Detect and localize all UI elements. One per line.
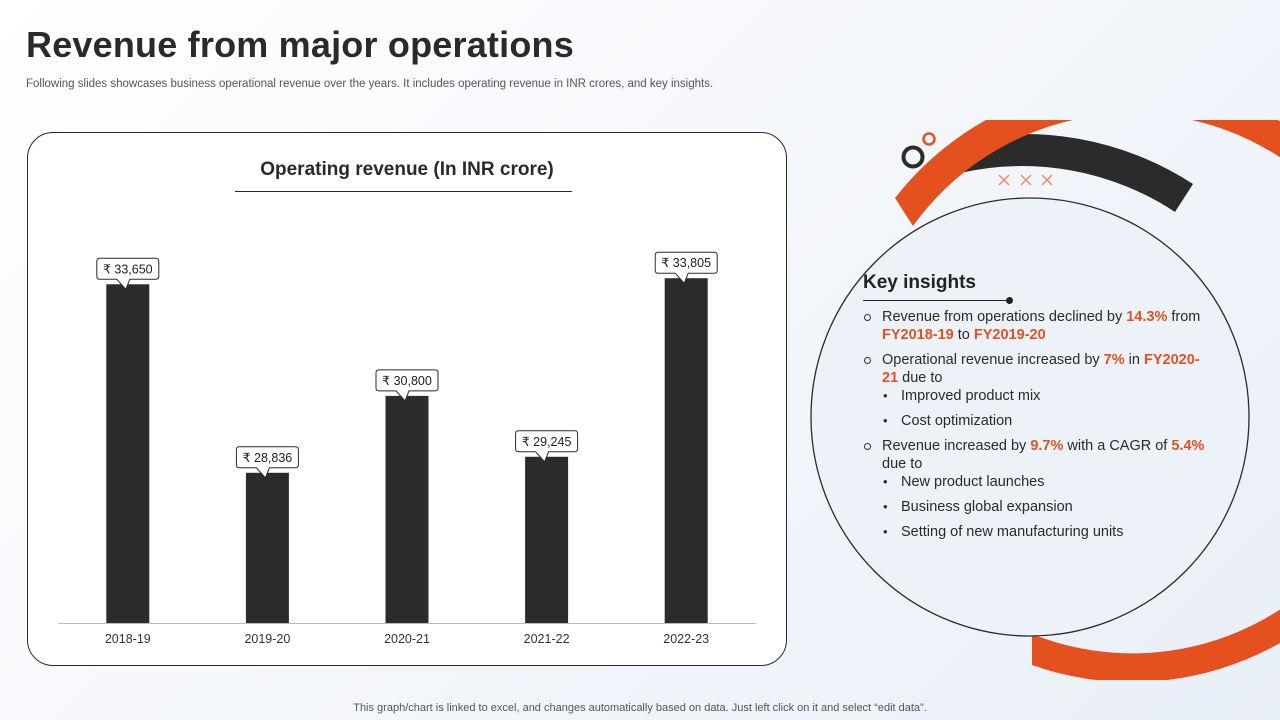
insights-heading-rule (863, 300, 1009, 301)
highlight-value: 9.7% (1030, 438, 1064, 454)
key-insights-panel: Key insights Revenue from operations dec… (863, 272, 1223, 541)
bar-2018-19 (106, 284, 150, 623)
highlight-value: 14.3% (1126, 309, 1168, 325)
chart-title: Operating revenue (In INR crore) (260, 159, 554, 180)
data-label: ₹ 28,836 (243, 451, 293, 465)
bar-2022-23 (664, 278, 708, 623)
x-tick-label: 2019-20 (244, 632, 290, 646)
insight-text-fragment: due to (882, 456, 923, 472)
chart-card[interactable]: Operating revenue (In INR crore) 2018-19… (27, 132, 787, 666)
insight-text: Revenue increased by 9.7% with a CAGR of… (882, 437, 1213, 473)
highlight-value: FY2018-19 (882, 327, 954, 343)
ring-orange (922, 132, 936, 146)
data-label: ₹ 29,245 (522, 435, 572, 449)
insight-sub-item: Setting of new manufacturing units (882, 523, 1213, 541)
insight-item: Revenue from operations declined by 14.3… (863, 308, 1213, 344)
page-subtitle: Following slides showcases business oper… (26, 78, 714, 90)
page-title: Revenue from major operations (26, 24, 574, 65)
key-insights-heading: Key insights (863, 272, 976, 293)
cross-marks (998, 174, 1053, 186)
insight-sub-item: Improved product mix (882, 387, 1213, 405)
bar-2020-21 (385, 395, 429, 623)
data-label-callout (96, 257, 160, 291)
highlight-value: 7% (1103, 352, 1125, 368)
data-label-callout (375, 369, 439, 402)
insight-sub-item: Business global expansion (882, 498, 1213, 516)
data-label: ₹ 33,805 (661, 256, 711, 270)
insight-text-fragment: Revenue increased by (882, 438, 1031, 454)
data-label: ₹ 30,800 (382, 374, 432, 388)
insight-text-fragment: due to (898, 370, 943, 386)
x-tick-label: 2021-22 (524, 632, 570, 646)
x-tick-label: 2020-21 (384, 632, 430, 646)
bar-chart[interactable]: 2018-19 ₹ 33,650 2019-20 ₹ 28,836 2020-21 ₹ 3… (28, 133, 786, 665)
insight-text-fragment: Revenue from operations declined by (882, 309, 1127, 325)
orange-arc-shape (895, 120, 1280, 680)
insight-text-fragment: Operational revenue increased by (882, 352, 1104, 368)
insight-item: Revenue increased by 9.7% with a CAGR of… (863, 437, 1213, 541)
data-label-callout (515, 430, 579, 463)
bar-2021-22 (525, 456, 569, 623)
data-label-callout (235, 446, 299, 479)
bar-2019-20 (245, 472, 289, 623)
insight-text-fragment: to (953, 327, 974, 343)
insights-heading-dot (1006, 297, 1013, 304)
footer-note: This graph/chart is linked to excel, and… (353, 702, 927, 714)
dark-arc-shape (954, 133, 1193, 212)
insight-text-fragment: with a CAGR of (1063, 438, 1172, 454)
ring-dark (901, 145, 925, 169)
insight-sub-item: New product launches (882, 473, 1213, 491)
x-tick-label: 2018-19 (105, 632, 151, 646)
highlight-value: 5.4% (1171, 438, 1205, 454)
insight-text: Revenue from operations declined by 14.3… (882, 308, 1213, 344)
insight-item: Operational revenue increased by 7% in F… (863, 351, 1213, 430)
chart-title-underline (235, 191, 572, 192)
insight-text-fragment: in (1124, 352, 1144, 368)
insight-sub-list: New product launches Business global expa… (882, 473, 1213, 541)
data-label-callout (654, 251, 718, 285)
x-tick-label: 2022-23 (663, 632, 709, 646)
insight-text-fragment: from (1167, 309, 1201, 325)
insight-sub-item: Cost optimization (882, 412, 1213, 430)
insights-list: Revenue from operations declined by 14.3… (863, 308, 1213, 548)
insight-text: Operational revenue increased by 7% in F… (882, 351, 1213, 387)
highlight-value: FY2020-21 (882, 352, 1200, 386)
data-label: ₹ 33,650 (103, 262, 153, 276)
insight-sub-list: Improved product mix Cost optimization (882, 387, 1213, 430)
highlight-value: FY2019-20 (973, 327, 1046, 343)
